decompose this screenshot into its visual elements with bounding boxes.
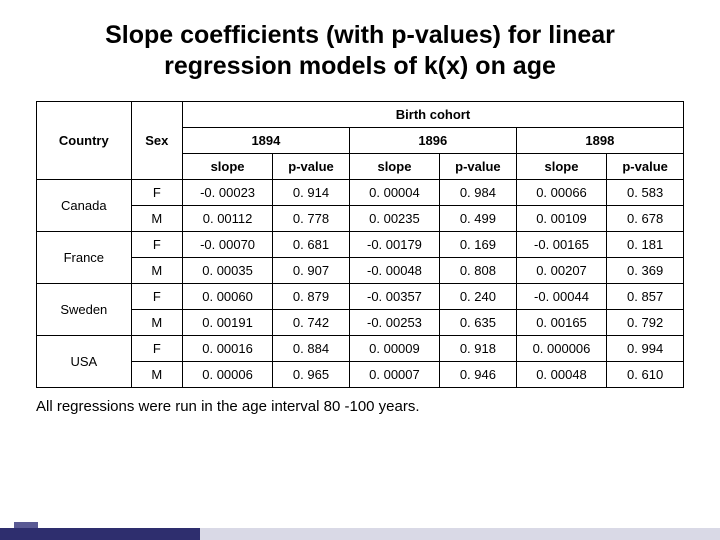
table-header-row-1: Country Sex Birth cohort bbox=[37, 101, 684, 127]
cell-pv_1894: 0. 884 bbox=[273, 335, 350, 361]
cell-pv_1894: 0. 907 bbox=[273, 257, 350, 283]
cell-pv_1898: 0. 994 bbox=[607, 335, 684, 361]
cell-pv_1894: 0. 681 bbox=[273, 231, 350, 257]
cell-pv_1898: 0. 583 bbox=[607, 179, 684, 205]
cell-slope_1898: 0. 00066 bbox=[516, 179, 607, 205]
table-container: Country Sex Birth cohort 1894 1896 1898 … bbox=[0, 93, 720, 392]
table-row: SwedenF0. 000600. 879-0. 003570. 240-0. … bbox=[37, 283, 684, 309]
cell-pv_1896: 0. 635 bbox=[440, 309, 517, 335]
col-slope-1894: slope bbox=[182, 153, 272, 179]
cell-pv_1894: 0. 879 bbox=[273, 283, 350, 309]
cell-pv_1898: 0. 792 bbox=[607, 309, 684, 335]
table-row: M0. 001910. 742-0. 002530. 6350. 001650.… bbox=[37, 309, 684, 335]
col-year-1894: 1894 bbox=[182, 127, 349, 153]
cell-pv_1898: 0. 369 bbox=[607, 257, 684, 283]
table-row: M0. 000350. 907-0. 000480. 8080. 002070.… bbox=[37, 257, 684, 283]
cell-pv_1896: 0. 984 bbox=[440, 179, 517, 205]
cell-sex: F bbox=[131, 335, 182, 361]
cell-slope_1894: 0. 00060 bbox=[182, 283, 272, 309]
cell-slope_1898: 0. 00207 bbox=[516, 257, 607, 283]
cell-slope_1896: -0. 00357 bbox=[349, 283, 439, 309]
cell-pv_1896: 0. 499 bbox=[440, 205, 517, 231]
col-country: Country bbox=[37, 101, 132, 179]
cell-slope_1898: 0. 00048 bbox=[516, 361, 607, 387]
cell-slope_1894: -0. 00023 bbox=[182, 179, 272, 205]
table-row: M0. 001120. 7780. 002350. 4990. 001090. … bbox=[37, 205, 684, 231]
cell-slope_1898: 0. 00109 bbox=[516, 205, 607, 231]
col-pv-1896: p-value bbox=[440, 153, 517, 179]
cell-slope_1894: 0. 00191 bbox=[182, 309, 272, 335]
cell-slope_1896: 0. 00235 bbox=[349, 205, 439, 231]
table-body: CanadaF-0. 000230. 9140. 000040. 9840. 0… bbox=[37, 179, 684, 387]
cell-slope_1894: 0. 00016 bbox=[182, 335, 272, 361]
cell-pv_1896: 0. 918 bbox=[440, 335, 517, 361]
cell-pv_1894: 0. 742 bbox=[273, 309, 350, 335]
cell-slope_1898: -0. 00044 bbox=[516, 283, 607, 309]
table-row: M0. 000060. 9650. 000070. 9460. 000480. … bbox=[37, 361, 684, 387]
cell-slope_1894: -0. 00070 bbox=[182, 231, 272, 257]
cell-slope_1894: 0. 00035 bbox=[182, 257, 272, 283]
table-row: USAF0. 000160. 8840. 000090. 9180. 00000… bbox=[37, 335, 684, 361]
slide-frame bbox=[0, 522, 720, 540]
footnote: All regressions were run in the age inte… bbox=[0, 392, 720, 415]
cell-pv_1896: 0. 169 bbox=[440, 231, 517, 257]
col-slope-1898: slope bbox=[516, 153, 607, 179]
cell-sex: F bbox=[131, 231, 182, 257]
cell-sex: M bbox=[131, 257, 182, 283]
col-cohort-span: Birth cohort bbox=[182, 101, 683, 127]
cell-slope_1896: -0. 00253 bbox=[349, 309, 439, 335]
cell-slope_1894: 0. 00112 bbox=[182, 205, 272, 231]
col-sex: Sex bbox=[131, 101, 182, 179]
col-pv-1898: p-value bbox=[607, 153, 684, 179]
col-pv-1894: p-value bbox=[273, 153, 350, 179]
frame-stub bbox=[14, 522, 38, 528]
frame-bar-dark bbox=[0, 528, 200, 540]
cell-pv_1896: 0. 808 bbox=[440, 257, 517, 283]
table-row: FranceF-0. 000700. 681-0. 001790. 169-0.… bbox=[37, 231, 684, 257]
cell-slope_1898: 0. 000006 bbox=[516, 335, 607, 361]
cell-pv_1898: 0. 678 bbox=[607, 205, 684, 231]
regression-table: Country Sex Birth cohort 1894 1896 1898 … bbox=[36, 101, 684, 388]
cell-sex: F bbox=[131, 179, 182, 205]
cell-pv_1898: 0. 610 bbox=[607, 361, 684, 387]
cell-country: Sweden bbox=[37, 283, 132, 335]
cell-slope_1898: -0. 00165 bbox=[516, 231, 607, 257]
table-row: CanadaF-0. 000230. 9140. 000040. 9840. 0… bbox=[37, 179, 684, 205]
cell-pv_1898: 0. 857 bbox=[607, 283, 684, 309]
cell-country: Canada bbox=[37, 179, 132, 231]
cell-sex: M bbox=[131, 205, 182, 231]
cell-slope_1896: 0. 00007 bbox=[349, 361, 439, 387]
cell-slope_1896: -0. 00048 bbox=[349, 257, 439, 283]
cell-slope_1896: -0. 00179 bbox=[349, 231, 439, 257]
cell-pv_1894: 0. 965 bbox=[273, 361, 350, 387]
cell-pv_1894: 0. 914 bbox=[273, 179, 350, 205]
cell-slope_1898: 0. 00165 bbox=[516, 309, 607, 335]
cell-sex: M bbox=[131, 361, 182, 387]
cell-pv_1898: 0. 181 bbox=[607, 231, 684, 257]
col-slope-1896: slope bbox=[349, 153, 439, 179]
cell-slope_1896: 0. 00004 bbox=[349, 179, 439, 205]
cell-country: France bbox=[37, 231, 132, 283]
cell-pv_1894: 0. 778 bbox=[273, 205, 350, 231]
cell-slope_1894: 0. 00006 bbox=[182, 361, 272, 387]
cell-pv_1896: 0. 946 bbox=[440, 361, 517, 387]
cell-sex: M bbox=[131, 309, 182, 335]
cell-pv_1896: 0. 240 bbox=[440, 283, 517, 309]
cell-sex: F bbox=[131, 283, 182, 309]
col-year-1896: 1896 bbox=[349, 127, 516, 153]
col-year-1898: 1898 bbox=[516, 127, 683, 153]
cell-slope_1896: 0. 00009 bbox=[349, 335, 439, 361]
page-title: Slope coefficients (with p-values) for l… bbox=[0, 0, 720, 93]
cell-country: USA bbox=[37, 335, 132, 387]
